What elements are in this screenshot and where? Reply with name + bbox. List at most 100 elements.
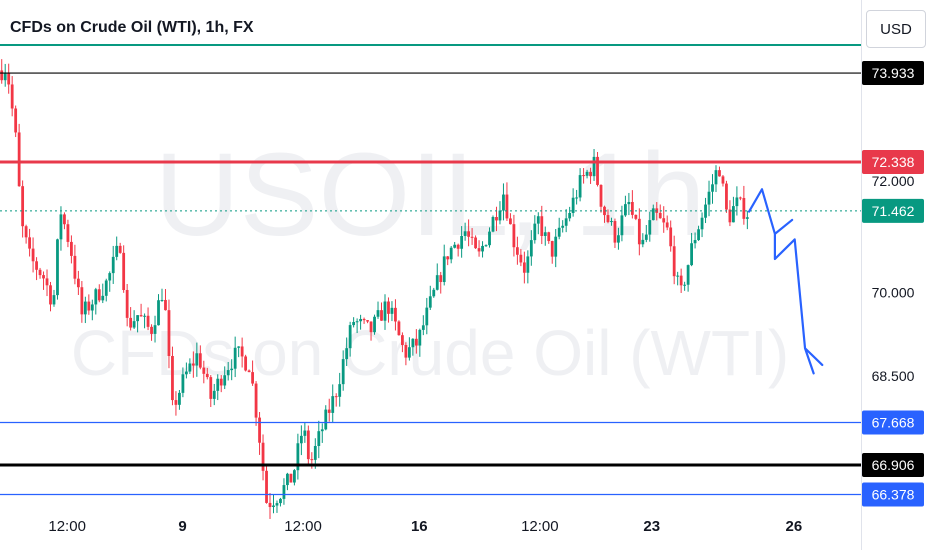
candle [3,72,7,81]
x-tick-label: 12:00 [284,518,322,535]
candle [637,218,641,245]
candle [320,429,324,432]
candle [700,217,704,230]
candle [265,470,268,503]
candle [564,218,568,226]
candle [122,252,126,290]
candle [606,215,610,223]
candle [665,222,669,228]
y-axis-ticks: 72.000 70.000 68.500 [872,173,915,384]
candle [630,201,634,215]
candle [178,392,181,405]
candle [383,301,387,321]
candle [721,176,725,184]
candle [212,390,216,399]
candle [512,224,516,248]
candle [63,214,66,225]
candle [90,304,94,311]
candle [56,239,59,296]
candle [261,442,265,471]
price-tag [862,410,924,435]
candle [662,218,666,223]
candle [651,208,655,221]
candle [24,226,28,238]
candle [697,229,700,241]
candle [313,445,317,460]
candle [648,220,652,235]
candle [202,367,206,374]
candle [596,156,599,185]
candle [132,321,136,328]
candle [286,473,289,486]
candle [676,275,680,277]
candle [10,84,14,109]
y-tick-label: 70.000 [872,284,915,300]
price-tag-label: 67.668 [872,415,915,431]
candle [219,378,223,386]
candle [509,218,512,225]
candle [568,213,572,219]
price-tag [862,61,924,86]
candle [735,197,739,207]
candle [233,347,237,369]
candle [366,320,369,322]
candle [505,194,509,219]
candle [355,321,359,323]
projection-path [747,188,824,375]
candle [411,338,415,348]
candle [171,356,174,401]
candle [439,275,443,283]
candle [495,216,498,221]
candle [589,171,592,177]
candle [205,373,209,378]
candle [529,240,533,257]
watermark: USOIL, 1h CFDs on Crude Oil (WTI) [71,129,789,389]
candle [17,132,21,187]
candle [282,485,286,499]
candle [683,284,687,286]
candle [491,216,495,232]
candle [672,246,676,277]
candle [526,256,530,273]
candle [369,321,373,333]
candle [432,289,436,297]
candle [226,370,230,376]
watermark-symbol: USOIL, 1h [155,129,706,261]
candle [397,321,401,336]
candle [150,326,153,334]
candle [191,363,195,366]
candle [728,209,732,223]
candle [711,184,714,192]
candle [237,346,241,348]
candle [390,307,394,314]
candle [387,301,390,314]
candle [70,241,73,256]
candle [488,231,491,246]
candle [143,315,146,317]
candle [296,443,300,471]
chart-header: CFDs on Crude Oil (WTI), 1h, FX [0,0,862,46]
candle [31,248,35,262]
candle [209,377,213,399]
candle [244,356,248,371]
candle [599,184,603,207]
candle [352,322,356,326]
price-tag [862,482,924,507]
candle [477,248,481,252]
currency-button[interactable]: USD [866,10,926,48]
candle [195,353,199,366]
candle [331,396,335,413]
x-tick-label: 26 [785,518,802,535]
candle [686,265,690,285]
candle [515,247,519,255]
candle [380,310,383,321]
price-tag-label: 66.378 [872,486,915,502]
candle [582,175,585,177]
candle [707,191,711,205]
candle [66,224,70,242]
candle [198,353,202,368]
candle [498,210,502,221]
candle [223,375,227,386]
